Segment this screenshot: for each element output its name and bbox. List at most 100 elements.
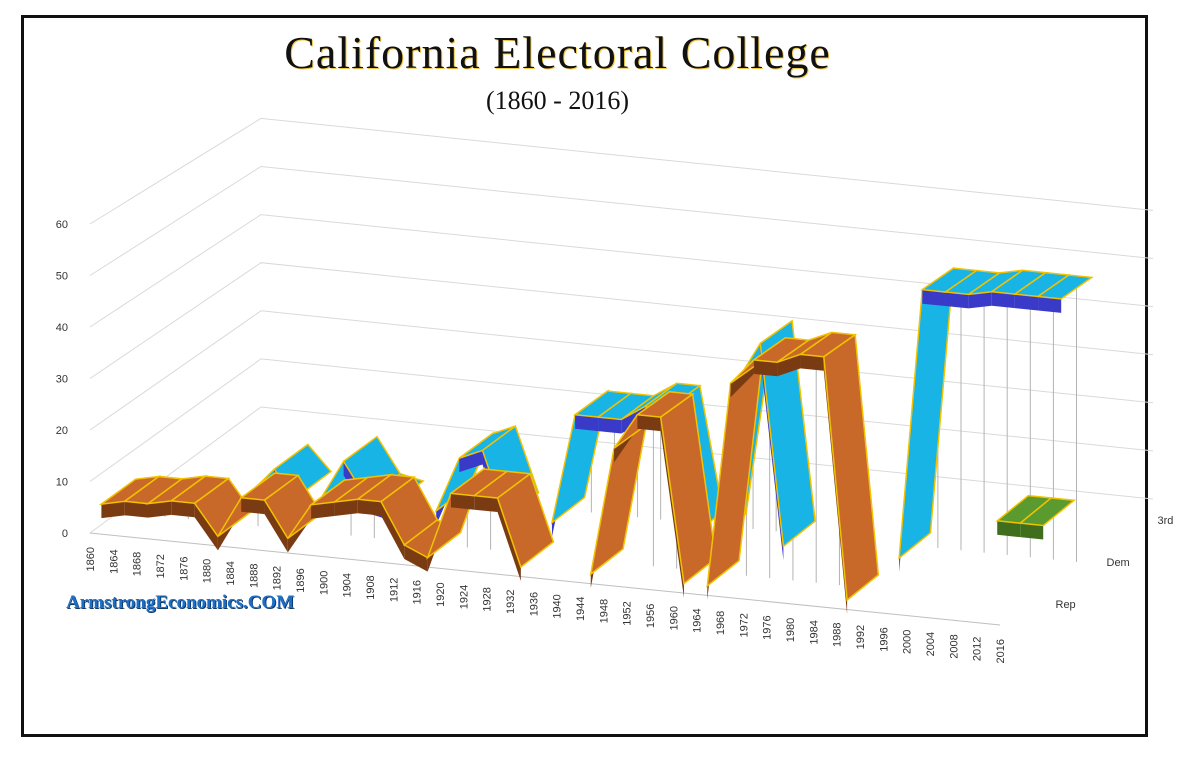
watermark: ArmstrongEconomics.COM xyxy=(66,592,295,613)
x-tick-label: 1980 xyxy=(785,618,797,642)
ribbon-side xyxy=(1020,523,1044,540)
depth-label: Dem xyxy=(1107,557,1130,569)
ribbon-side xyxy=(404,545,428,572)
depth-label: 3rd xyxy=(1158,515,1174,527)
y-tick-label: 60 xyxy=(56,219,68,231)
ribbon-side xyxy=(357,499,382,516)
x-tick-label: 1904 xyxy=(342,573,354,597)
x-tick-label: 1872 xyxy=(155,554,167,578)
gridline-40 xyxy=(89,214,1154,328)
x-tick-label: 1992 xyxy=(855,625,867,649)
series-ribbons xyxy=(98,266,1094,615)
x-tick-label: 1880 xyxy=(202,559,214,583)
ribbon-side xyxy=(800,354,824,371)
y-tick-label: 30 xyxy=(56,374,68,386)
ribbon-side xyxy=(997,520,1021,538)
ribbon-segment xyxy=(1018,497,1076,527)
x-tick-label: 1968 xyxy=(715,611,727,635)
x-tick-label: 1860 xyxy=(85,547,97,571)
x-tick-label: 1924 xyxy=(458,585,470,609)
depth-label: Rep xyxy=(1056,599,1076,611)
x-tick-label: 1936 xyxy=(528,592,540,616)
x-tick-label: 1984 xyxy=(808,620,820,644)
ribbon-segment xyxy=(496,472,555,569)
x-tick-label: 1888 xyxy=(248,564,260,588)
ribbon-side xyxy=(459,450,483,473)
x-tick-label: 2004 xyxy=(925,632,937,656)
chart-frame xyxy=(21,15,1148,737)
ribbon-segment xyxy=(898,266,955,560)
x-tick-label: 1864 xyxy=(108,549,120,573)
ribbon-segment xyxy=(1035,274,1094,300)
x-tick-label: 1928 xyxy=(482,587,494,611)
x-tick-label: 1960 xyxy=(668,606,680,630)
y-tick-label: 20 xyxy=(56,425,68,437)
x-tick-label: 1868 xyxy=(132,552,144,576)
x-tick-label: 1972 xyxy=(738,613,750,637)
ribbon-segment xyxy=(759,319,816,548)
x-tick-label: 1996 xyxy=(878,627,890,651)
y-tick-label: 10 xyxy=(56,477,68,489)
y-tick-label: 50 xyxy=(56,271,68,283)
depth-axis: Rep Dem 3rd xyxy=(1056,515,1174,611)
series-rep xyxy=(98,331,880,615)
x-tick-label: 1932 xyxy=(505,589,517,613)
x-tick-label: 2008 xyxy=(948,634,960,658)
ribbon-side xyxy=(171,500,195,518)
chart-title: California Electoral College xyxy=(284,27,831,78)
series-3rd xyxy=(995,494,1076,540)
ribbon-side xyxy=(334,499,358,517)
ribbon-side xyxy=(381,501,405,560)
ribbon-side xyxy=(241,497,265,515)
ribbon-side xyxy=(945,292,969,309)
x-tick-label: 1944 xyxy=(575,597,587,621)
ribbon-side xyxy=(194,503,218,551)
x-tick-label: 1884 xyxy=(225,561,237,585)
ribbon-side xyxy=(264,500,288,553)
ribbon-side xyxy=(450,493,475,510)
ribbon-side xyxy=(1038,296,1062,313)
ribbon-side xyxy=(777,354,801,377)
x-tick-label: 1964 xyxy=(692,608,704,632)
x-tick-label: 1896 xyxy=(295,568,307,592)
chart-subtitle: (1860 - 2016) xyxy=(486,86,629,115)
gridline-30 xyxy=(89,262,1154,379)
ribbon-side xyxy=(637,414,661,432)
x-tick-label: 1952 xyxy=(622,601,634,625)
ribbon-segment xyxy=(822,333,880,602)
ribbon-side xyxy=(598,417,622,434)
ribbon-side xyxy=(922,289,946,307)
gridline-60 xyxy=(89,117,1154,225)
x-tick-label: 2012 xyxy=(972,637,984,661)
y-tick-label: 40 xyxy=(56,322,68,334)
x-tick-label: 1876 xyxy=(178,556,190,580)
x-tick-label: 1892 xyxy=(272,566,284,590)
x-tick-label: 1920 xyxy=(435,582,447,606)
ribbon-side xyxy=(474,495,498,513)
floor-edge xyxy=(89,532,1001,626)
x-tick-label: 1912 xyxy=(388,578,400,602)
x-tick-label: 1956 xyxy=(645,604,657,628)
ribbon-side xyxy=(753,359,778,377)
ribbon-side xyxy=(1014,294,1039,311)
ribbon-side xyxy=(497,498,521,582)
y-tick-label: 0 xyxy=(62,528,68,540)
ribbon-side xyxy=(148,500,172,518)
x-tick-label: 2016 xyxy=(995,639,1007,663)
gridline-50 xyxy=(89,165,1154,276)
x-tick-label: 1948 xyxy=(598,599,610,623)
x-tick-label: 2000 xyxy=(902,630,914,654)
x-tick-label: 1940 xyxy=(552,594,564,618)
x-tick-label: 1988 xyxy=(832,622,844,646)
x-tick-label: 1900 xyxy=(318,571,330,595)
ribbon-side xyxy=(311,502,335,519)
ribbon-side xyxy=(101,501,125,519)
ribbon-side xyxy=(124,501,149,518)
x-tick-label: 1916 xyxy=(412,580,424,604)
ribbon-side xyxy=(575,414,599,432)
x-axis: 1860 1864 1868 1872 1876 1880 1884 1888 1892 1896… xyxy=(85,547,1007,663)
ribbon-side xyxy=(968,291,992,309)
y-axis: 0 10 20 30 40 50 60 xyxy=(56,219,68,540)
x-tick-label: 1908 xyxy=(365,575,377,599)
